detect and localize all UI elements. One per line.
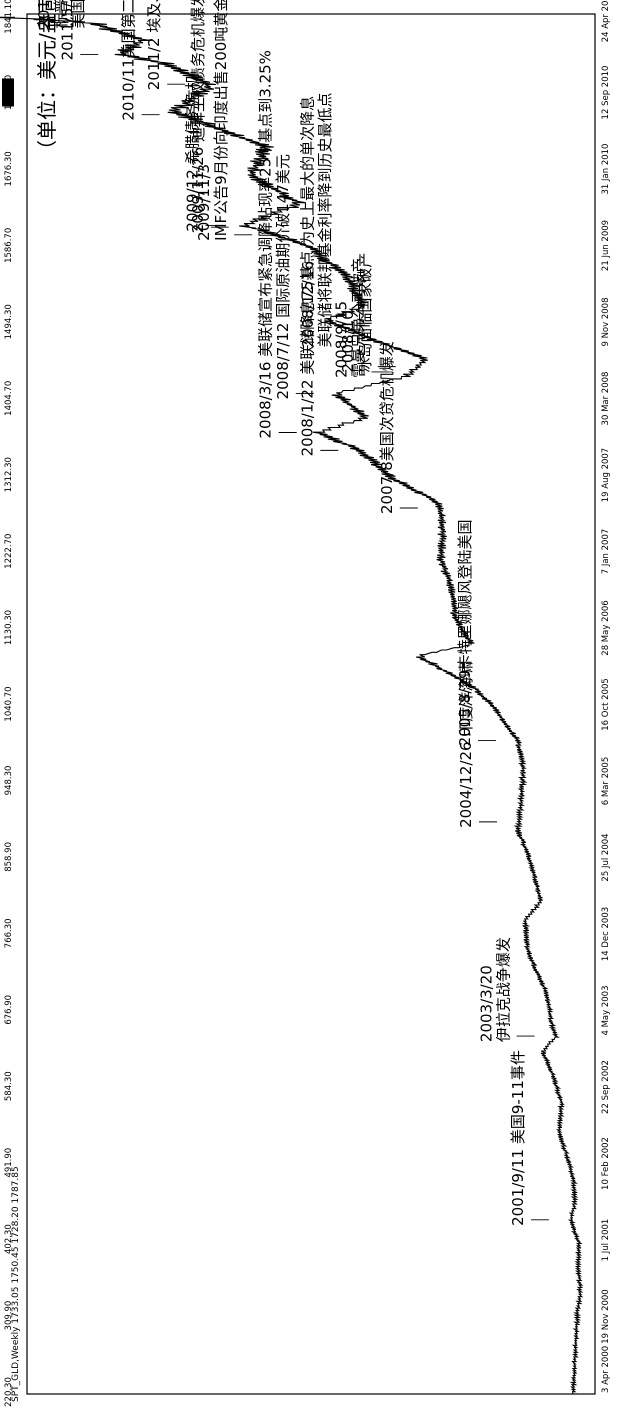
annotation-text: 2008/7/12 国际原油期价破147美元 xyxy=(274,154,292,399)
x-tick-label: 31 Jan 2010 xyxy=(601,144,611,195)
y-tick-label: 491.90 xyxy=(4,1148,14,1178)
annotation-text: 2008/12/16 xyxy=(299,261,317,347)
annotation-text: 雷曼兄弟公司破产 xyxy=(349,258,367,378)
annotation-text: 2008/3/16 美联储宣布紧急调降贴现率25个基点到3.25% xyxy=(257,50,275,438)
y-tick-label: 1404.70 xyxy=(4,381,14,416)
annotation-text: IMF公告9月份向印度出售200吨黄金 xyxy=(212,0,230,241)
y-tick-label: 858.90 xyxy=(4,842,14,872)
y-tick-label: 220.30 xyxy=(4,1377,14,1407)
y-tick-label: 1766.70 xyxy=(4,75,14,110)
x-tick-label: 4 May 2003 xyxy=(601,985,611,1035)
y-tick-label: 1676.30 xyxy=(4,151,14,186)
x-tick-label: 6 Mar 2005 xyxy=(601,757,611,805)
annotation-text: 2008/10 xyxy=(339,310,357,372)
annotation-text: 2011/5/2 美国宣布拉登被击毙 xyxy=(58,0,76,60)
y-tick-label: 948.30 xyxy=(4,766,14,796)
y-axis-unit-label: （单位：美元/盎司） xyxy=(35,0,59,160)
annotation-text: 2009/11/26 迪拜主权债务危机爆发 xyxy=(189,0,207,233)
y-tick-label: 584.30 xyxy=(4,1071,14,1101)
annotation-text: 伊拉克战争爆发 xyxy=(495,937,513,1042)
annotation-leaders xyxy=(50,22,549,1221)
annotation-text: 标普调降 xyxy=(52,0,70,29)
x-tick-label: 16 Oct 2005 xyxy=(601,678,611,731)
y-tick-label: 1312.30 xyxy=(4,457,14,492)
annotation-text: 2011/2 埃及、突尼斯政变 xyxy=(145,0,163,90)
chart-header: SPT_GLD,Weekly 1733.05 1750.45 1728.20 1… xyxy=(11,1166,21,1402)
y-tick-highlight xyxy=(2,78,14,107)
x-tick-label: 21 Jun 2009 xyxy=(601,220,611,271)
annotation-text: 2008/1/22 美联储降息75基点 为史上最大的单次降息 xyxy=(298,96,316,457)
annotation-text: 美国3A主权评级 xyxy=(69,0,87,29)
y-tick-label: 1494.30 xyxy=(4,304,14,339)
annotation-text: 美联储将联邦基金利率降到历史最低点 xyxy=(316,92,334,347)
y-tick-label: 309.90 xyxy=(4,1301,14,1331)
y-tick-label: 402.30 xyxy=(4,1224,14,1254)
y-tick-label: 1040.70 xyxy=(4,686,14,721)
x-tick-label: 28 May 2006 xyxy=(601,600,611,655)
x-tick-label: 25 Jul 2004 xyxy=(601,833,611,881)
y-tick-label: 676.90 xyxy=(4,995,14,1025)
plot-frame xyxy=(26,13,596,1395)
annotation-text: 2010/11美国第二轮量化宽松政策 xyxy=(120,0,138,121)
y-tick-label: 1222.70 xyxy=(4,534,14,569)
annotation-text: 2011/8/6 xyxy=(35,0,53,29)
x-tick-label: 19 Nov 2000 xyxy=(601,1289,611,1343)
y-tick-label: 1130.30 xyxy=(4,610,14,645)
annotation-text: 2007/8美国次贷危机爆发 xyxy=(378,341,396,514)
annotation-text: 2003/3/20 xyxy=(478,965,496,1042)
x-tick-label: 30 Mar 2008 xyxy=(601,372,611,426)
annotation-text: 2005/8/29卡特里娜飓风登陆美国 xyxy=(456,519,474,746)
x-tick-label: 12 Sep 2010 xyxy=(601,66,611,120)
x-tick-label: 9 Nov 2008 xyxy=(601,297,611,346)
x-tick-label: 14 Dec 2003 xyxy=(601,907,611,961)
annotation-text: 2008/9/15 xyxy=(332,301,350,378)
x-tick-label: 1 Jul 2001 xyxy=(601,1219,611,1262)
x-tick-label: 10 Feb 2002 xyxy=(601,1137,611,1190)
x-tick-label: 22 Sep 2002 xyxy=(601,1060,611,1114)
y-tick-label: 1586.70 xyxy=(4,228,14,263)
x-tick-label: 3 Apr 2000 xyxy=(601,1346,611,1393)
annotation-text: 2001/9/11 美国9-11事件 xyxy=(509,1050,527,1226)
gold-price-line xyxy=(0,16,584,1395)
x-tick-label: 24 Apr 2011 xyxy=(601,0,611,42)
annotation-text: 冰岛面临国家破产 xyxy=(356,253,374,373)
event-annotations: 2001/9/11 美国9-11事件 2003/3/20 伊拉克战争爆发 2004/1… xyxy=(35,0,527,1226)
y-tick-label: 766.30 xyxy=(4,918,14,948)
annotation-text: 2004/12/26 印度洋海啸 xyxy=(457,662,475,828)
x-tick-label: 19 Aug 2007 xyxy=(601,448,611,502)
annotation-text: 2009/12 希腊债务危机 xyxy=(184,74,202,231)
x-tick-label: 7 Jan 2007 xyxy=(601,529,611,575)
annotation-text: 2009/11/3 xyxy=(195,164,213,241)
x-tick-labels: 3 Apr 2000 19 Nov 2000 1 Jul 2001 10 Feb 20… xyxy=(601,0,611,1393)
